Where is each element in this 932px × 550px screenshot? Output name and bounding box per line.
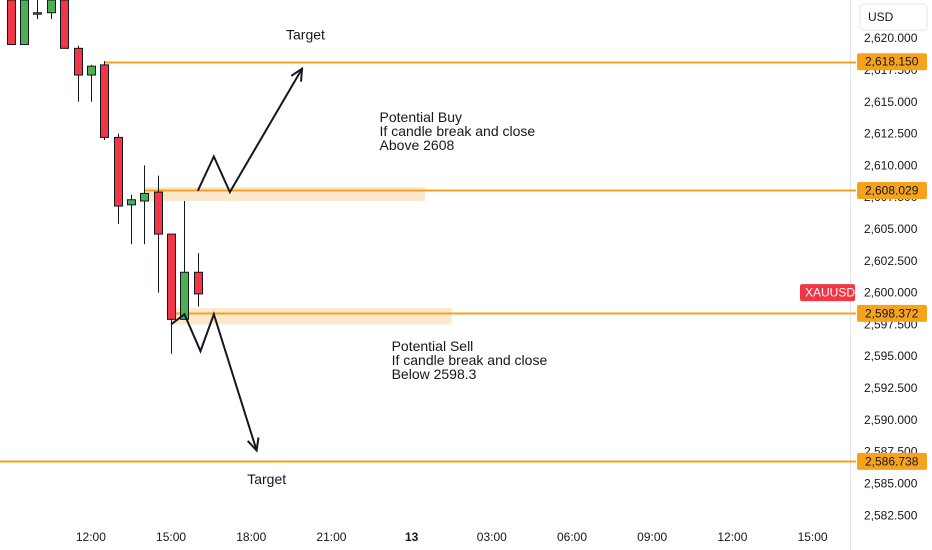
candle-body [47, 0, 56, 14]
candle [60, 0, 69, 49]
annotation-text: Potential Sell If candle break and close B… [392, 338, 548, 382]
candle-body [114, 136, 123, 207]
price-tag-label: 2,598.372 [865, 306, 919, 320]
price-tag-bg [857, 181, 927, 199]
y-tick-label: 2,615.000 [864, 95, 918, 109]
candle [20, 0, 29, 46]
y-tick-label: 2,595.000 [864, 349, 918, 363]
price-tag-label: 2,618.150 [865, 55, 919, 69]
candle [127, 194, 136, 245]
y-tick-label: 2,582.500 [864, 508, 918, 522]
x-axis: 12:00 15:00 18:00 21:00 13 03:00 06:00 09:00 12:… [76, 530, 828, 544]
annotation-line: Below 2598.3 [392, 366, 477, 382]
x-tick-label: 13 [405, 530, 419, 544]
annotation-line: Potential Buy [380, 109, 463, 125]
y-tick-label: 2,590.000 [864, 413, 918, 427]
candle-body [180, 271, 189, 320]
annotation-line: Target [286, 26, 325, 42]
candle-body [167, 233, 176, 320]
currency-selector[interactable]: USD [859, 3, 928, 31]
x-tick-label: 15:00 [798, 530, 828, 544]
candle-body [7, 0, 16, 46]
y-tick-label: 2,585.000 [864, 476, 918, 490]
x-tick-label: 03:00 [477, 530, 507, 544]
x-tick-label: 09:00 [637, 530, 667, 544]
candle-body [33, 12, 42, 15]
x-tick-label: 12:00 [76, 530, 106, 544]
annotation-line: Potential Sell [392, 338, 474, 354]
candle-body [87, 65, 96, 76]
candle-body [127, 199, 136, 206]
price-tag-bg [857, 452, 927, 470]
arrow-head [290, 66, 304, 82]
candle-body [74, 47, 83, 76]
candles-layer [7, 0, 203, 354]
candle [47, 0, 56, 20]
candle [87, 64, 96, 102]
candle [74, 45, 83, 102]
y-axis[interactable]: 2,620.0002,617.5002,615.0002,612.5002,61… [864, 31, 918, 522]
price-tag-bg [857, 53, 927, 71]
price-tags-layer: 2,618.150 2,608.029 2,598.372 2,586.738 [857, 53, 927, 470]
y-tick-label: 2,605.000 [864, 222, 918, 236]
x-tick-label: 21:00 [316, 530, 346, 544]
y-tick-label: 2,592.500 [864, 381, 918, 395]
candle-body [100, 64, 109, 138]
candle [7, 0, 16, 46]
annotation-line: Above 2608 [380, 137, 455, 153]
plot-area[interactable] [0, 0, 851, 550]
candle [100, 61, 109, 140]
symbol-badge: XAUUSD [800, 284, 855, 302]
annotation-text: Potential Buy If candle break and close Ab… [380, 109, 536, 153]
annotation-text: Target [286, 26, 325, 42]
zone-rect [144, 187, 425, 202]
projection-path [170, 311, 258, 451]
symbol-label: XAUUSD [805, 286, 855, 300]
y-tick-label: 2,600.000 [864, 286, 918, 300]
candle [154, 175, 163, 293]
y-tick-label: 2,602.500 [864, 254, 918, 268]
plot-background [0, 0, 850, 528]
y-tick-label: 2,612.500 [864, 127, 918, 141]
annotation-text: Target [247, 471, 286, 487]
candle-body [60, 0, 69, 49]
x-tick-label: 18:00 [236, 530, 266, 544]
candle [140, 165, 149, 245]
x-tick-label: 12:00 [717, 530, 747, 544]
projection-path [196, 68, 303, 195]
paths-layer [170, 66, 304, 453]
price-tag: 2,618.150 [857, 53, 927, 71]
annotation-line: If candle break and close [392, 352, 548, 368]
y-tick-label: 2,620.000 [864, 31, 918, 45]
zone-rect [171, 307, 452, 325]
candle [167, 233, 176, 354]
x-tick-label: 15:00 [156, 530, 186, 544]
candle [33, 0, 42, 20]
price-tag: 2,608.029 [857, 181, 927, 199]
price-tag-bg [857, 304, 927, 322]
levels-layer [0, 61, 856, 463]
currency-label[interactable]: USD [868, 10, 894, 24]
price-tag: 2,586.738 [857, 452, 927, 470]
price-tag: 2,598.372 [857, 304, 927, 322]
x-tick-label: 06:00 [557, 530, 587, 544]
candle-body [154, 191, 163, 235]
candle [114, 133, 123, 224]
arrow-head [246, 437, 260, 453]
symbol-badge-bg [800, 284, 855, 302]
candle [180, 201, 189, 320]
candle-body [20, 0, 29, 46]
candle-body [194, 271, 203, 295]
price-tag-label: 2,586.738 [865, 454, 919, 468]
currency-selector-box[interactable] [859, 3, 928, 31]
annotation-line: Target [247, 471, 286, 487]
candle-body [140, 192, 149, 202]
price-tag-label: 2,608.029 [865, 183, 919, 197]
y-tick-label: 2,610.000 [864, 158, 918, 172]
candle [194, 253, 203, 307]
annotation-line: If candle break and close [380, 123, 536, 139]
